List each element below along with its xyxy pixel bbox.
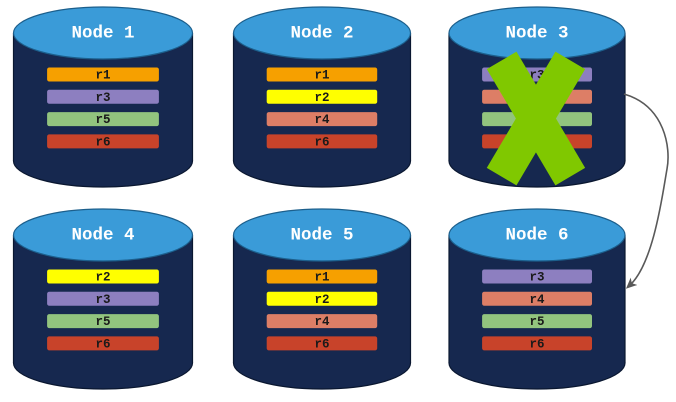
- svg-text:r2: r2: [314, 91, 329, 105]
- svg-text:r3: r3: [529, 271, 544, 285]
- svg-text:r6: r6: [314, 337, 329, 351]
- svg-text:r3: r3: [95, 293, 110, 307]
- svg-text:r5: r5: [95, 315, 110, 329]
- svg-text:Node 4: Node 4: [71, 226, 134, 246]
- svg-text:r6: r6: [95, 135, 110, 149]
- svg-text:r1: r1: [95, 69, 110, 83]
- svg-text:r3: r3: [95, 91, 110, 105]
- svg-text:r2: r2: [95, 271, 110, 285]
- svg-text:Node 6: Node 6: [505, 226, 568, 246]
- svg-text:r4: r4: [529, 293, 545, 307]
- svg-text:Node 5: Node 5: [290, 226, 353, 246]
- svg-text:r6: r6: [95, 337, 110, 351]
- svg-text:r5: r5: [95, 113, 110, 127]
- svg-text:r4: r4: [314, 315, 330, 329]
- svg-text:r1: r1: [314, 69, 329, 83]
- svg-text:Node 2: Node 2: [290, 24, 353, 44]
- svg-text:r1: r1: [314, 271, 329, 285]
- svg-text:r4: r4: [314, 113, 330, 127]
- svg-text:r6: r6: [529, 337, 544, 351]
- svg-text:r2: r2: [314, 293, 329, 307]
- svg-text:Node 3: Node 3: [505, 24, 568, 44]
- svg-text:r5: r5: [529, 315, 544, 329]
- svg-text:Node 1: Node 1: [71, 24, 134, 44]
- svg-text:r6: r6: [314, 135, 329, 149]
